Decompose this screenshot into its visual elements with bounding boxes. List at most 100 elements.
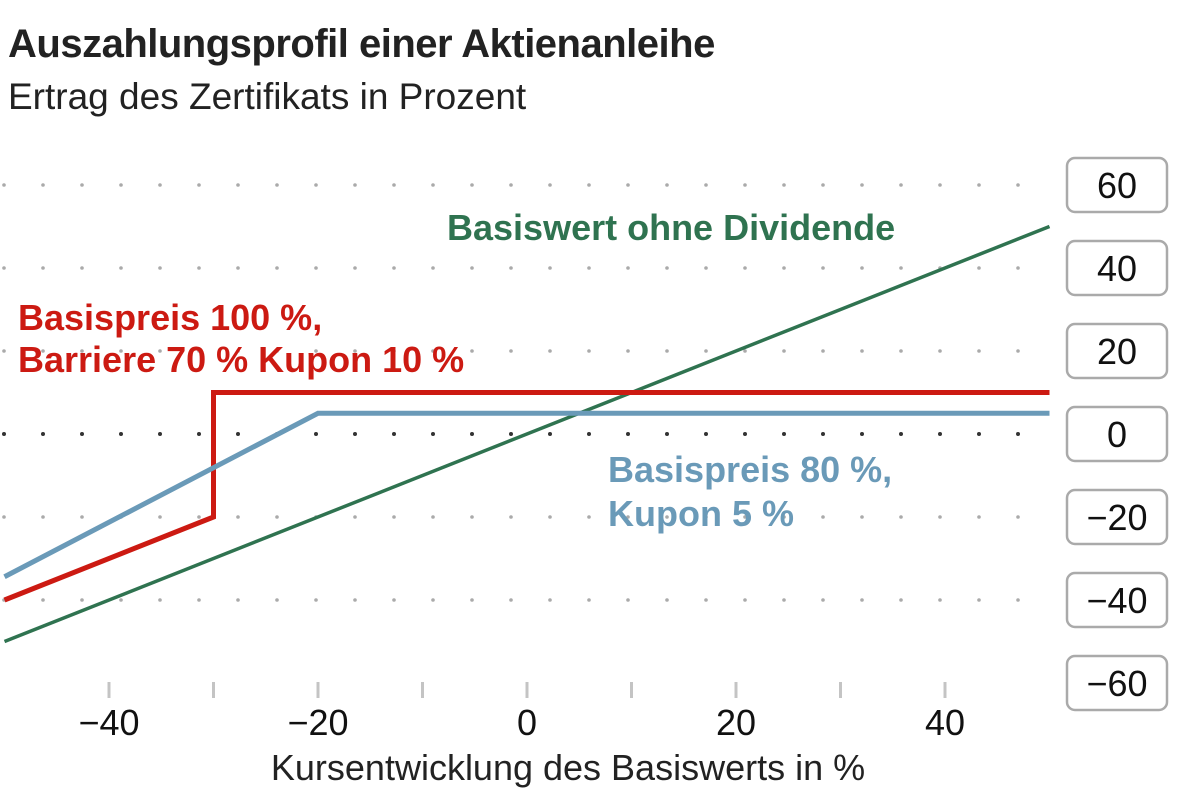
grid-dot — [431, 349, 435, 353]
grid-dot — [275, 266, 279, 270]
grid-dot — [704, 266, 708, 270]
grid-dot — [470, 515, 474, 519]
grid-dot — [2, 515, 6, 519]
grid-dot — [782, 598, 786, 602]
grid-dot — [41, 349, 45, 353]
y-tick-label: 20 — [1097, 331, 1137, 372]
grid-dot — [704, 598, 708, 602]
grid-dot — [938, 598, 942, 602]
grid-dot — [80, 515, 84, 519]
grid-dot — [626, 349, 630, 353]
y-tick-box — [1065, 156, 1169, 214]
grid-dot — [314, 598, 318, 602]
grid-dot — [782, 183, 786, 187]
grid-dot — [665, 515, 669, 519]
grid-dot — [80, 432, 84, 436]
grid-dot — [353, 183, 357, 187]
grid-dot — [626, 183, 630, 187]
grid-dot — [626, 598, 630, 602]
grid-dot — [275, 598, 279, 602]
y-tick-box — [1065, 571, 1169, 629]
grid-dot — [704, 432, 708, 436]
grid-dot — [431, 432, 435, 436]
grid-dot — [2, 266, 6, 270]
grid-dot — [392, 432, 396, 436]
grid-dot — [860, 515, 864, 519]
grid-dot — [119, 349, 123, 353]
grid-dot — [236, 349, 240, 353]
grid-dot — [119, 432, 123, 436]
grid-dot — [587, 598, 591, 602]
y-tick-box — [1065, 654, 1169, 712]
grid-dot — [548, 349, 552, 353]
grid-dot — [782, 266, 786, 270]
grid-dot — [743, 266, 747, 270]
grid-dot — [392, 266, 396, 270]
grid-dot — [470, 183, 474, 187]
grid-dot — [977, 432, 981, 436]
series-line-2 — [3, 410, 1050, 579]
grid-dot — [158, 515, 162, 519]
grid-dot — [548, 266, 552, 270]
grid-dot — [782, 349, 786, 353]
grid-dot — [821, 515, 825, 519]
grid-dot — [509, 432, 513, 436]
grid-dot — [119, 598, 123, 602]
grid-dot — [509, 598, 513, 602]
grid-dot — [1016, 183, 1020, 187]
grid-dot — [275, 515, 279, 519]
grid-dot — [41, 266, 45, 270]
grid-dot — [275, 349, 279, 353]
grid-dot — [2, 432, 6, 436]
grid-dot — [353, 266, 357, 270]
grid-dot — [509, 266, 513, 270]
grid-dot — [899, 515, 903, 519]
grid-dot — [782, 515, 786, 519]
grid-dot — [860, 266, 864, 270]
grid-dot — [899, 183, 903, 187]
grid-dot — [860, 598, 864, 602]
grid-dot — [1016, 266, 1020, 270]
grid-dot — [197, 183, 201, 187]
grid-dot — [314, 349, 318, 353]
grid-dot — [899, 349, 903, 353]
y-tick-box — [1065, 322, 1169, 380]
grid-dot — [821, 349, 825, 353]
grid-dot — [782, 432, 786, 436]
grid-dot — [938, 349, 942, 353]
grid-dot — [158, 598, 162, 602]
grid-dot — [470, 432, 474, 436]
grid-dot — [236, 266, 240, 270]
x-tick-label: 20 — [716, 702, 756, 743]
grid-dot — [41, 432, 45, 436]
grid-dot — [392, 598, 396, 602]
grid-dot — [275, 183, 279, 187]
grid-dot — [392, 349, 396, 353]
grid-dot — [665, 266, 669, 270]
grid-dot — [626, 432, 630, 436]
grid-dot — [80, 598, 84, 602]
grid-dot — [587, 266, 591, 270]
grid-dot — [548, 183, 552, 187]
x-tick-label: 40 — [925, 702, 965, 743]
grid-dot — [743, 432, 747, 436]
grid-dot — [119, 266, 123, 270]
grid-dot — [509, 515, 513, 519]
grid-dot — [158, 183, 162, 187]
grid-dot — [431, 266, 435, 270]
grid-dot — [2, 349, 6, 353]
series-label-red-1: Basispreis 100 %, — [18, 297, 322, 338]
grid-dot — [704, 515, 708, 519]
grid-dot — [197, 266, 201, 270]
series-label-blue-1: Basispreis 80 %, — [608, 449, 892, 490]
grid-dot — [548, 515, 552, 519]
grid-dot — [860, 183, 864, 187]
y-tick-label: −20 — [1086, 497, 1147, 538]
series-label-red-2: Barriere 70 % Kupon 10 % — [18, 339, 464, 380]
grid-dot — [743, 598, 747, 602]
grid-dot — [197, 515, 201, 519]
grid-dot — [236, 515, 240, 519]
grid-dot — [1016, 349, 1020, 353]
grid-dot — [119, 183, 123, 187]
